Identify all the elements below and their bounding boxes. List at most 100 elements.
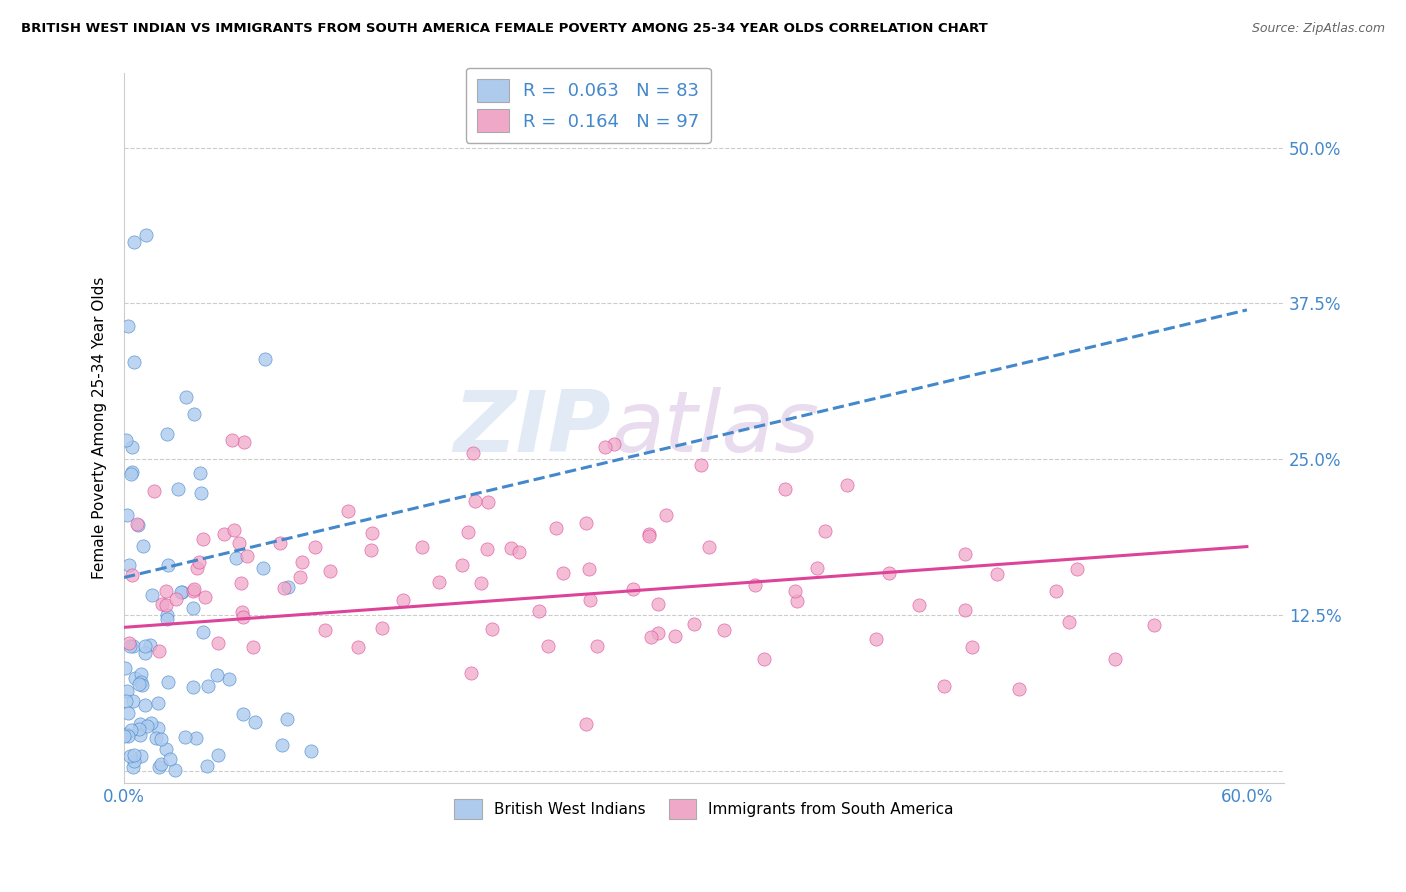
Text: Source: ZipAtlas.com: Source: ZipAtlas.com — [1251, 22, 1385, 36]
Point — [129, 716, 152, 731]
Point — [207, 636, 229, 650]
Point — [638, 527, 661, 541]
Point — [139, 638, 162, 652]
Text: ZIP: ZIP — [454, 386, 612, 469]
Point — [814, 524, 837, 539]
Point — [242, 640, 264, 654]
Point — [221, 433, 243, 447]
Point — [575, 716, 598, 731]
Point — [118, 639, 141, 653]
Point — [288, 570, 311, 584]
Point — [232, 610, 254, 624]
Point — [118, 558, 141, 573]
Point — [148, 759, 170, 773]
Point — [835, 478, 858, 492]
Point — [134, 639, 156, 653]
Point — [299, 744, 322, 758]
Point — [131, 678, 153, 692]
Point — [195, 759, 218, 773]
Point — [174, 730, 197, 744]
Point — [148, 644, 170, 658]
Y-axis label: Female Poverty Among 25-34 Year Olds: Female Poverty Among 25-34 Year Olds — [93, 277, 107, 579]
Point — [427, 574, 450, 589]
Point — [392, 593, 415, 607]
Point — [121, 567, 143, 582]
Point — [117, 706, 139, 721]
Point — [150, 597, 173, 611]
Point — [411, 540, 433, 554]
Point — [155, 584, 177, 599]
Point — [475, 542, 498, 557]
Point — [360, 542, 382, 557]
Point — [207, 747, 229, 762]
Point — [578, 593, 600, 607]
Point — [112, 729, 135, 743]
Point — [115, 684, 138, 698]
Point — [197, 679, 219, 693]
Point — [877, 566, 900, 581]
Point — [697, 540, 720, 554]
Point — [546, 521, 568, 535]
Point — [150, 732, 173, 747]
Point — [1045, 584, 1067, 599]
Point — [232, 707, 254, 722]
Point — [174, 390, 197, 404]
Point — [481, 622, 503, 636]
Point — [124, 754, 146, 768]
Point — [314, 624, 336, 638]
Point — [114, 661, 136, 675]
Point — [337, 503, 360, 517]
Point — [186, 560, 208, 574]
Point — [499, 541, 522, 556]
Point — [586, 640, 609, 654]
Point — [273, 582, 295, 596]
Point — [218, 673, 240, 687]
Point — [621, 582, 644, 596]
Point — [163, 763, 186, 777]
Point — [464, 493, 486, 508]
Point — [120, 723, 142, 737]
Point — [806, 561, 828, 575]
Point — [783, 584, 806, 599]
Point — [477, 495, 499, 509]
Point — [117, 319, 139, 334]
Point — [270, 738, 292, 752]
Point — [361, 526, 384, 541]
Point — [370, 621, 392, 635]
Point — [148, 696, 170, 710]
Point — [932, 679, 955, 693]
Point — [118, 635, 141, 649]
Point — [139, 715, 162, 730]
Point — [1057, 615, 1080, 630]
Point — [231, 605, 253, 619]
Point — [194, 591, 217, 605]
Point — [865, 632, 887, 647]
Point — [908, 598, 931, 612]
Point — [460, 666, 482, 681]
Point — [470, 576, 492, 591]
Point — [170, 585, 193, 599]
Point — [953, 547, 976, 561]
Point — [744, 578, 766, 592]
Text: BRITISH WEST INDIAN VS IMMIGRANTS FROM SOUTH AMERICA FEMALE POVERTY AMONG 25-34 : BRITISH WEST INDIAN VS IMMIGRANTS FROM S… — [21, 22, 988, 36]
Point — [159, 752, 181, 766]
Point — [184, 731, 207, 746]
Point — [115, 727, 138, 741]
Point — [121, 639, 143, 653]
Point — [183, 407, 205, 421]
Point — [225, 551, 247, 566]
Point — [457, 524, 479, 539]
Point — [664, 629, 686, 643]
Point — [304, 540, 326, 554]
Point — [269, 536, 291, 550]
Point — [291, 555, 314, 569]
Point — [786, 594, 808, 608]
Point — [155, 741, 177, 756]
Point — [120, 467, 142, 481]
Point — [156, 427, 179, 442]
Point — [129, 728, 152, 742]
Point — [122, 694, 145, 708]
Point — [188, 466, 211, 480]
Point — [655, 508, 678, 522]
Point — [121, 440, 143, 454]
